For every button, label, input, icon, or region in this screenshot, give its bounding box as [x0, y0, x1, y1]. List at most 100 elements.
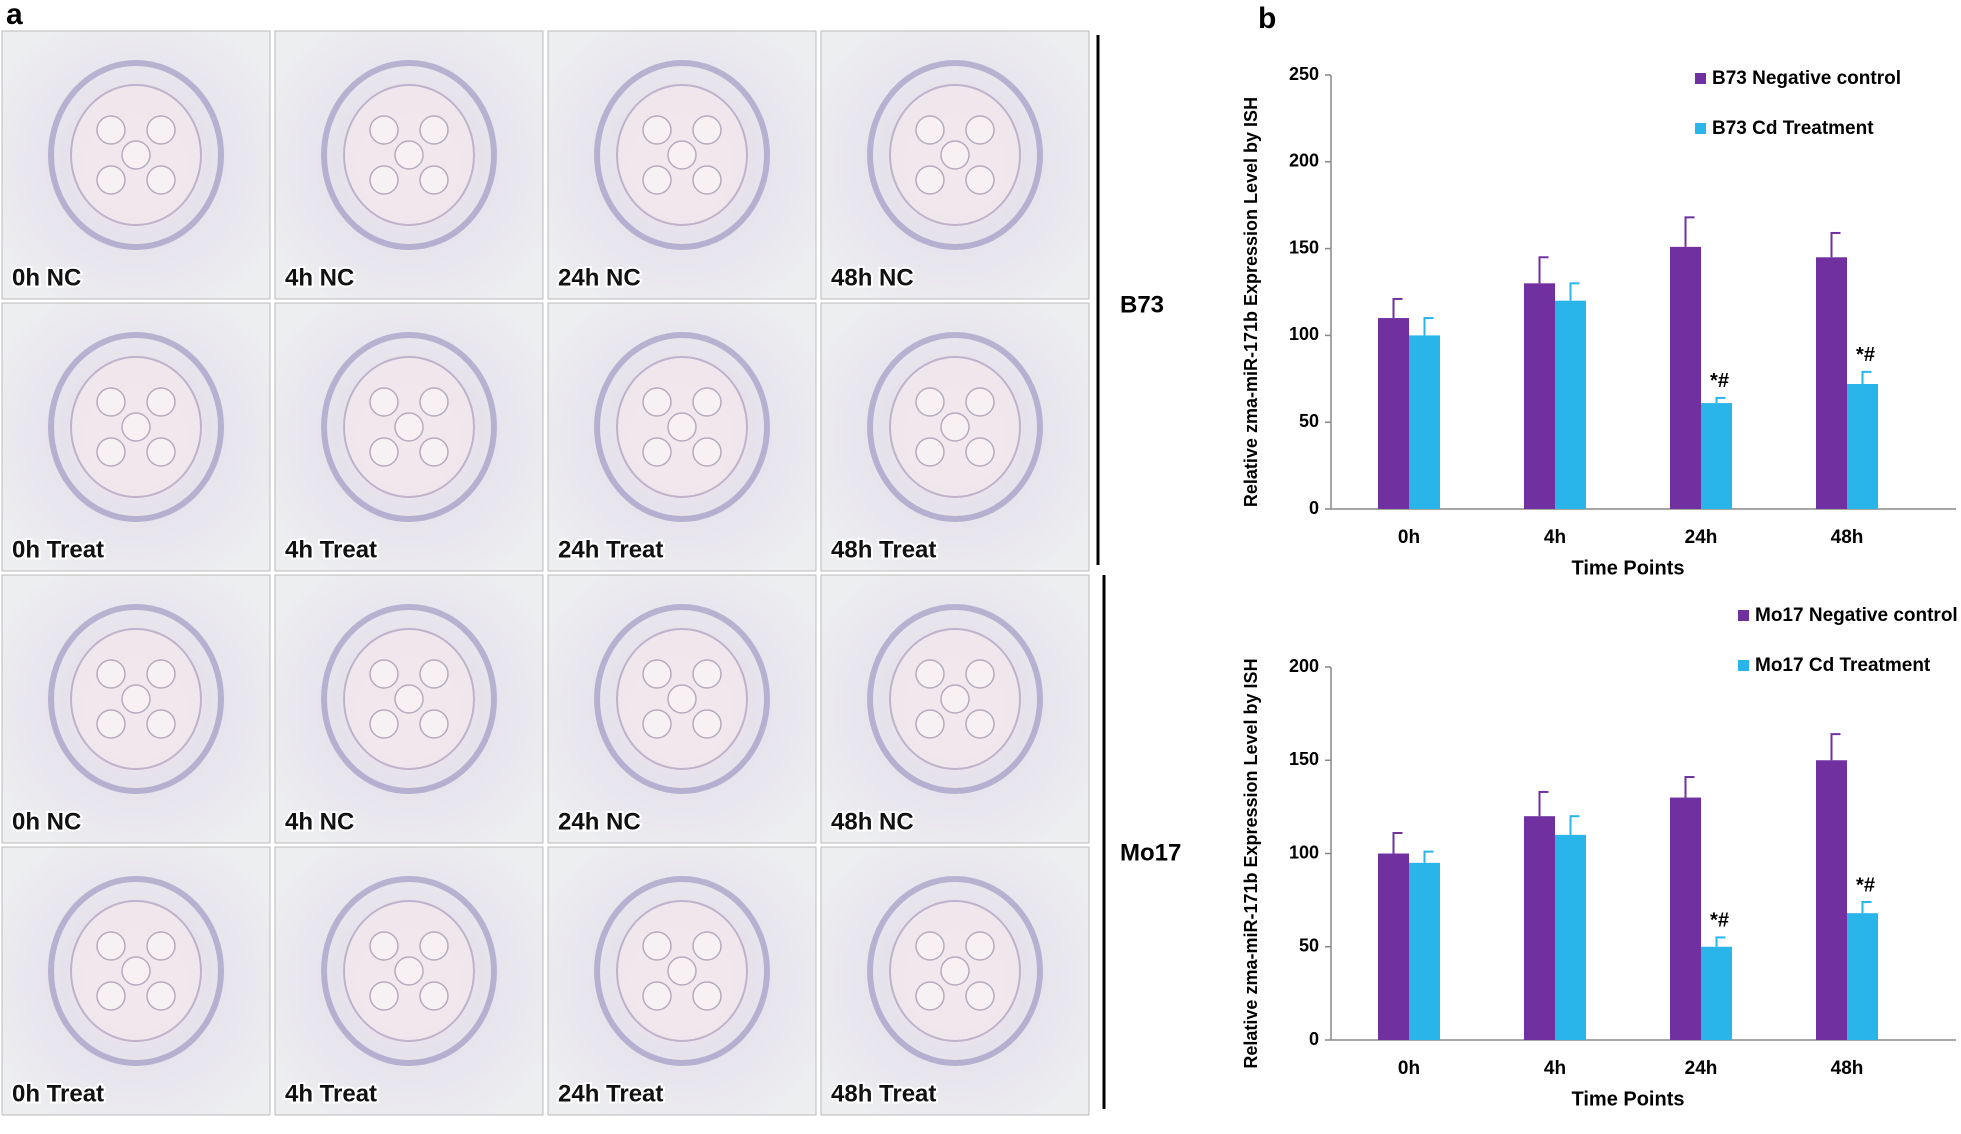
micrograph-label: 4h NC	[285, 808, 354, 835]
vessel	[915, 165, 945, 195]
vessel	[146, 659, 176, 689]
vessel	[121, 412, 151, 442]
vessel	[965, 709, 995, 739]
vessel	[692, 709, 722, 739]
vessel	[915, 709, 945, 739]
tissue-ring	[594, 876, 770, 1066]
vessel	[369, 437, 399, 467]
vessel	[692, 115, 722, 145]
bar	[1524, 816, 1555, 1040]
vessel	[692, 931, 722, 961]
vessel	[146, 931, 176, 961]
micrograph-label: 4h NC	[285, 264, 354, 291]
tissue-ring	[321, 60, 497, 250]
vessel	[419, 165, 449, 195]
x-tick-label: 0h	[1398, 1058, 1420, 1079]
vessel	[146, 709, 176, 739]
vessel	[121, 956, 151, 986]
legend-swatch	[1695, 73, 1706, 84]
bar	[1847, 913, 1878, 1040]
tissue-ring	[321, 604, 497, 794]
tissue-ring	[594, 604, 770, 794]
vessel	[965, 931, 995, 961]
significance-label: *#	[1856, 344, 1875, 366]
legend-swatch	[1738, 660, 1749, 671]
vessel	[692, 437, 722, 467]
vessel	[369, 709, 399, 739]
vessel	[96, 659, 126, 689]
significance-label: *#	[1710, 910, 1729, 932]
micrograph-label: 24h NC	[558, 264, 641, 291]
y-tick-label: 100	[1289, 842, 1319, 862]
bar	[1555, 300, 1586, 509]
bar	[1524, 283, 1555, 509]
significance-label: *#	[1710, 370, 1729, 392]
vessel	[121, 684, 151, 714]
vessel	[96, 931, 126, 961]
vessel	[369, 981, 399, 1011]
vessel	[146, 387, 176, 417]
x-tick-label: 24h	[1685, 527, 1718, 548]
vessel	[394, 140, 424, 170]
vessel	[915, 659, 945, 689]
micrograph-label: 4h Treat	[285, 1080, 377, 1107]
vessel	[642, 165, 672, 195]
micrograph-label: 24h Treat	[558, 1080, 663, 1107]
vessel	[642, 437, 672, 467]
tissue-ring	[321, 876, 497, 1066]
bar	[1409, 862, 1440, 1040]
bar	[1701, 403, 1732, 509]
legend-label: B73 Negative control	[1712, 68, 1901, 89]
vessel	[965, 659, 995, 689]
vessel	[642, 387, 672, 417]
micrograph-label: 24h Treat	[558, 536, 663, 563]
x-tick-label: 4h	[1544, 527, 1566, 548]
y-tick-label: 100	[1289, 324, 1319, 344]
y-tick-label: 150	[1289, 749, 1319, 769]
vessel	[369, 387, 399, 417]
bar	[1847, 384, 1878, 509]
x-tick-label: 24h	[1685, 1058, 1718, 1079]
vessel	[965, 115, 995, 145]
vessel	[146, 165, 176, 195]
vessel	[394, 684, 424, 714]
vessel	[419, 437, 449, 467]
vessel	[692, 387, 722, 417]
vessel	[96, 981, 126, 1011]
tissue-ring	[867, 604, 1043, 794]
vessel	[369, 931, 399, 961]
panel-label: b	[1258, 2, 1276, 35]
micrograph-label: 48h Treat	[831, 1080, 936, 1107]
vessel	[121, 140, 151, 170]
vessel	[692, 165, 722, 195]
vessel	[667, 412, 697, 442]
micrograph-label: 48h NC	[831, 264, 914, 291]
vessel	[915, 115, 945, 145]
bar	[1555, 834, 1586, 1040]
tissue-ring	[48, 60, 224, 250]
tissue-ring	[48, 332, 224, 522]
vessel	[146, 115, 176, 145]
vessel	[915, 981, 945, 1011]
vessel	[965, 981, 995, 1011]
micrograph-label: 0h NC	[12, 808, 81, 835]
vessel	[965, 387, 995, 417]
vessel	[394, 956, 424, 986]
vessel	[915, 931, 945, 961]
vessel	[96, 115, 126, 145]
vessel	[96, 709, 126, 739]
vessel	[667, 956, 697, 986]
x-tick-label: 4h	[1544, 1058, 1566, 1079]
tissue-ring	[321, 332, 497, 522]
vessel	[940, 412, 970, 442]
x-tick-label: 48h	[1831, 527, 1864, 548]
y-tick-label: 50	[1299, 936, 1319, 956]
y-tick-label: 200	[1289, 656, 1319, 676]
panel-label: a	[6, 0, 23, 31]
vessel	[642, 931, 672, 961]
vessel	[96, 437, 126, 467]
vessel	[642, 659, 672, 689]
vessel	[667, 684, 697, 714]
vessel	[940, 140, 970, 170]
